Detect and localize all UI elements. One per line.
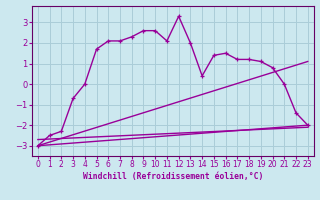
X-axis label: Windchill (Refroidissement éolien,°C): Windchill (Refroidissement éolien,°C) — [83, 172, 263, 181]
